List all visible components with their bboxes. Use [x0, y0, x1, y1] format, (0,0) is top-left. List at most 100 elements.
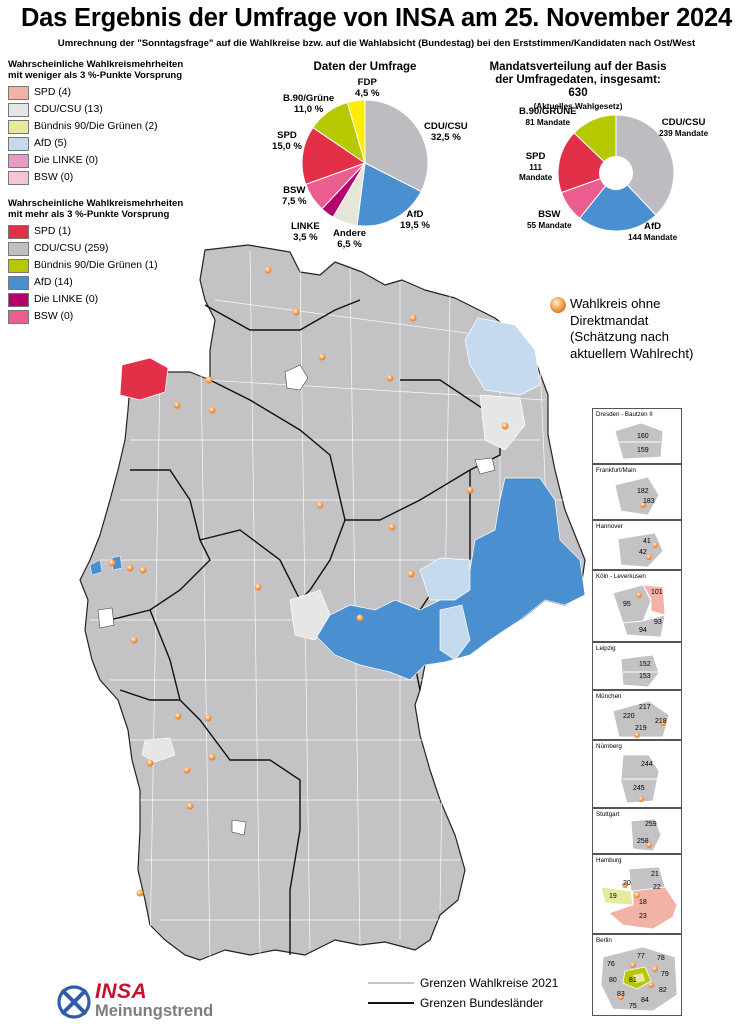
map-circles	[108, 266, 509, 897]
inset-title: Berlin	[596, 937, 612, 944]
inset-wk-number: 183	[643, 498, 655, 505]
seat-label-value: Mandate	[519, 173, 553, 182]
seat-label-gruene: B.90/GRÜNE 81 Mandate	[519, 106, 577, 128]
inset-wk-number: 83	[617, 991, 625, 998]
inset-wk-number: 153	[639, 673, 651, 680]
note-line: Wahlkreis ohne	[570, 296, 661, 311]
inset-koeln: Köln - Leverkusen 101 95 93 94	[592, 570, 682, 642]
seat-label-party: SPD	[525, 151, 546, 162]
inset-wk-number: 78	[657, 955, 665, 962]
legend-strong-heading-line2: mit mehr als 3 %-Punkte Vorsprung	[8, 208, 170, 220]
legend-label: Die LINKE (0)	[34, 155, 99, 166]
legend-weak-heading: Wahrscheinliche Wahlkreismehrheiten mit …	[8, 59, 238, 81]
seat-pie-title-line2: der Umfragedaten, insgesamt: 630	[495, 74, 661, 99]
insa-logo-brand: INSA	[95, 980, 148, 1003]
survey-label-party: FDP	[357, 77, 377, 88]
inset-wk-number: 219	[635, 725, 647, 732]
map-spd-strong-ostfriesland	[119, 357, 169, 401]
inset-wk-number: 75	[629, 1003, 637, 1010]
inset-wk-number: 84	[641, 997, 649, 1004]
map-legend-bundeslaender: Grenzen Bundesländer	[420, 996, 544, 1010]
legend-label: SPD (1)	[34, 226, 71, 237]
inset-wk-number: 259	[645, 821, 657, 828]
survey-label-linke: LINKE 3,5 %	[291, 221, 320, 243]
inset-wk-number: 41	[643, 538, 651, 545]
map-afd-weak-center	[419, 557, 471, 601]
inset-title: Frankfurt/Main	[596, 467, 636, 474]
inset-title: Hannover	[596, 523, 623, 530]
legend-swatch	[8, 241, 29, 256]
survey-label-value: 6,5 %	[337, 238, 362, 250]
seat-label-spd: SPD 111 Mandate	[519, 151, 553, 184]
legend-strong-item: Bündnis 90/Die Grünen (1)	[8, 257, 158, 274]
legend-label: Die LINKE (0)	[34, 294, 99, 305]
inset-wk-number: 18	[639, 899, 647, 906]
seat-pie-title: Mandatsverteilung auf der Basis der Umfr…	[488, 61, 668, 113]
legend-label: SPD (4)	[34, 87, 71, 98]
legend-label: Bündnis 90/Die Grünen (1)	[34, 260, 158, 271]
inset-wk-number: 95	[623, 601, 631, 608]
seat-label-bsw: BSW 55 Mandate	[527, 209, 572, 231]
inset-wk-number: 22	[653, 884, 661, 891]
inset-wk-number: 160	[637, 433, 649, 440]
inset-wk-number: 77	[637, 953, 645, 960]
legend-swatch	[8, 309, 29, 324]
inset-berlin: Berlin 76 77 78 79 80 81 82 83 84 75	[592, 934, 682, 1016]
survey-pie-title: Daten der Umfrage	[313, 61, 417, 73]
seat-label-value: 81 Mandate	[525, 117, 571, 127]
inset-wk-number: 20	[623, 880, 631, 887]
legend-strong-item: SPD (1)	[8, 223, 158, 240]
legend-label: CDU/CSU (259)	[34, 243, 109, 254]
inset-wk-number: 245	[633, 785, 645, 792]
survey-label-party: AfD	[406, 209, 424, 220]
legend-label: BSW (0)	[34, 311, 74, 322]
seat-pie-hole	[599, 156, 633, 190]
note-wahlkreis-ohne-direktmandat: Wahlkreis ohne Direktmandat (Schätzung n…	[570, 296, 753, 362]
survey-pie-slice-afd	[356, 162, 422, 227]
legend-weak-list: SPD (4) CDU/CSU (13) Bündnis 90/Die Grün…	[8, 84, 158, 186]
legend-swatch	[8, 85, 29, 100]
legend-label: BSW (0)	[34, 172, 74, 183]
legend-strong-item: CDU/CSU (259)	[8, 240, 158, 257]
inset-hannover: Hannover 41 42	[592, 520, 682, 570]
inset-title: Nürnberg	[596, 743, 622, 750]
seat-pie-slice-afd	[578, 172, 657, 232]
map-afd-weak-south	[439, 604, 471, 661]
map-cdu-weak-west	[289, 589, 331, 641]
seat-pie-slice-cdu-csu	[615, 114, 675, 216]
survey-label-cdu: CDU/CSU 32,5 %	[424, 121, 468, 143]
inset-title: Leipzig	[596, 645, 616, 652]
legend-strong-item: Die LINKE (0)	[8, 291, 158, 308]
inset-wk-number: 258	[637, 838, 649, 845]
survey-label-party: B.90/Grüne	[283, 93, 335, 104]
survey-label-value: 11,0 %	[293, 103, 324, 115]
orange-circle-icon	[550, 297, 566, 313]
survey-label-party: BSW	[283, 185, 306, 196]
seat-label-spd-number: 111	[529, 162, 542, 172]
inset-wk-number: 80	[609, 977, 617, 984]
seat-pie-chart	[557, 114, 675, 232]
survey-label-andere: Andere 6,5 %	[333, 228, 366, 250]
note-line: Direktmandat	[570, 312, 649, 328]
seat-label-party: CDU/CSU	[661, 117, 706, 128]
survey-label-value: 3,5 %	[293, 231, 318, 243]
map-white-frankfurt	[141, 737, 176, 763]
inset-wk-number: 79	[661, 971, 669, 978]
legend-weak-item: CDU/CSU (13)	[8, 101, 158, 118]
seat-label-value: 55 Mandate	[527, 220, 572, 230]
legend-swatch	[8, 224, 29, 239]
seat-label-cdu: CDU/CSU 239 Mandate	[659, 117, 708, 139]
legend-strong-heading: Wahrscheinliche Wahlkreismehrheiten mit …	[8, 198, 238, 220]
survey-label-spd: SPD 15,0 %	[272, 130, 302, 152]
seat-label-value: 144 Mandate	[628, 232, 678, 242]
legend-strong-list: SPD (1) CDU/CSU (259) Bündnis 90/Die Grü…	[8, 223, 158, 325]
note-line: aktuellem Wahlrecht)	[570, 345, 694, 361]
map-afd-weak-north	[464, 317, 541, 396]
survey-label-value: 4,5 %	[355, 87, 380, 99]
legend-weak-item: Bündnis 90/Die Grünen (2)	[8, 118, 158, 135]
seat-label-afd: AfD 144 Mandate	[628, 221, 678, 243]
inset-wk-number: 218	[655, 718, 667, 725]
legend-swatch	[8, 275, 29, 290]
survey-label-value: 19,5 %	[400, 219, 430, 231]
